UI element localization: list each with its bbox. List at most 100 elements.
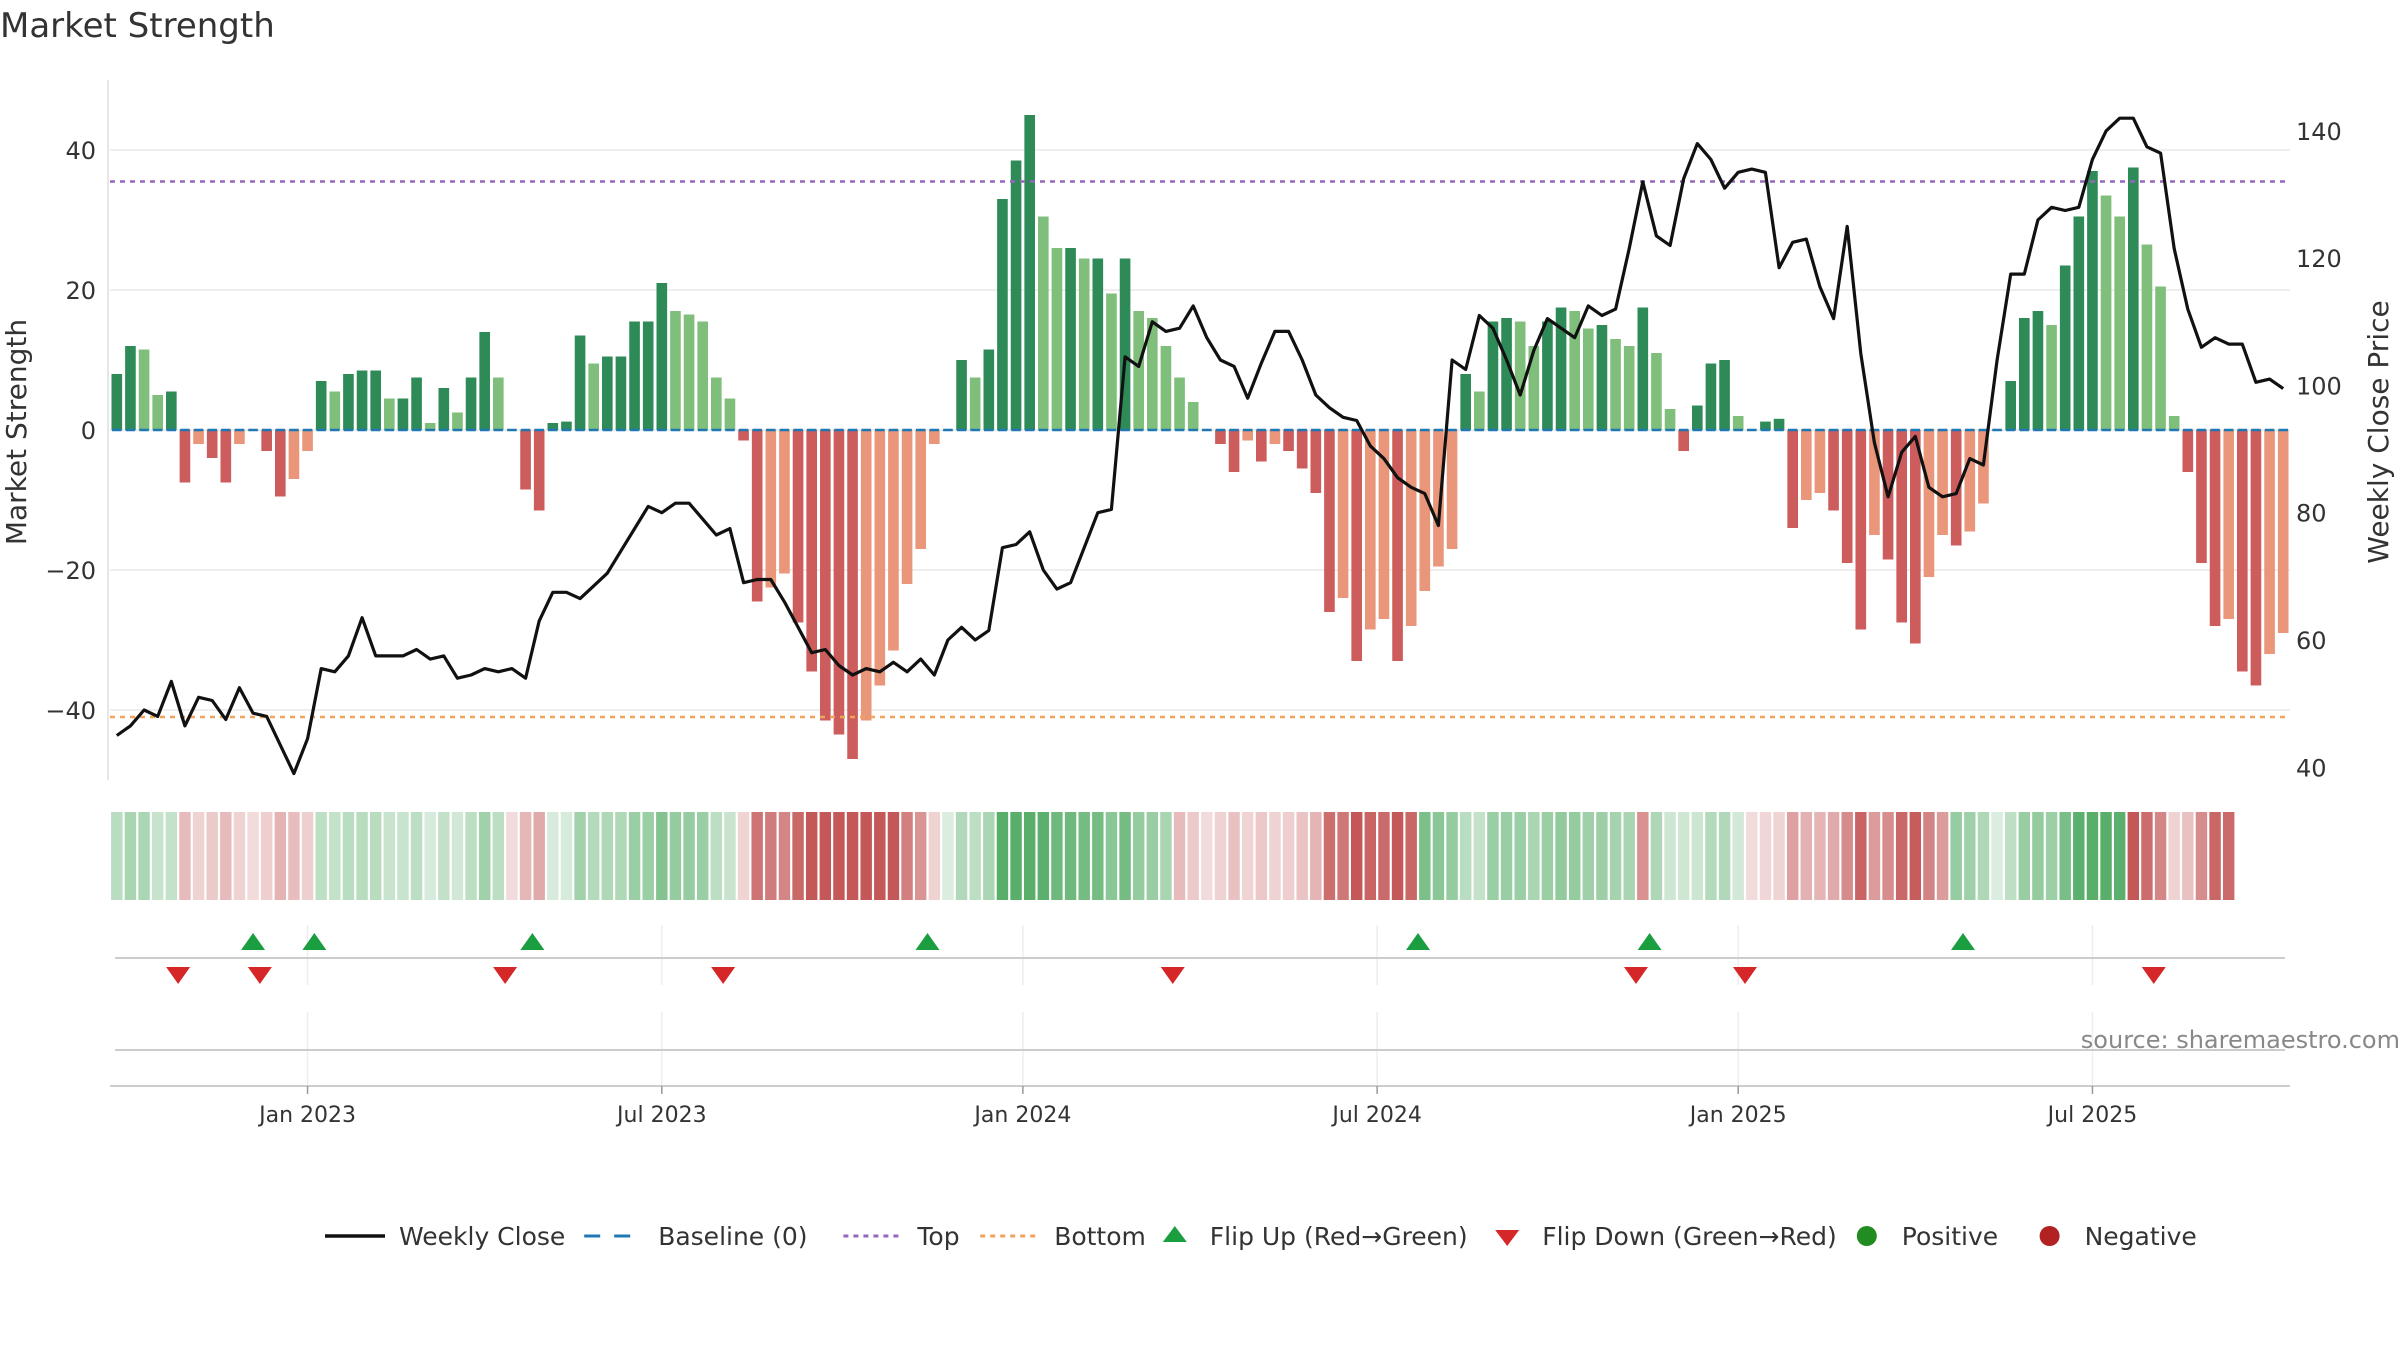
trend-strip-cell xyxy=(1269,812,1281,900)
trend-strip-cell xyxy=(151,812,164,900)
strength-bar xyxy=(792,430,804,623)
trend-strip-cell xyxy=(628,812,641,900)
trend-strip-cell xyxy=(111,812,123,900)
trend-strip-cell xyxy=(2032,812,2044,900)
strength-bar xyxy=(2032,311,2044,430)
trend-strip-cell xyxy=(1459,812,1472,900)
trend-strip-cell xyxy=(683,812,695,900)
strength-bar xyxy=(1024,115,1036,430)
strength-bar xyxy=(479,332,491,430)
strength-bar xyxy=(1051,248,1063,430)
strength-bar xyxy=(2250,430,2262,686)
strength-bar xyxy=(2182,430,2194,472)
strength-bar xyxy=(2046,325,2057,430)
trend-strip-cell xyxy=(260,812,273,900)
trend-strip-cell xyxy=(574,812,586,900)
strength-bar xyxy=(315,381,327,430)
trend-strip-cell xyxy=(1650,812,1663,900)
strength-bar xyxy=(2073,216,2085,430)
strength-bar xyxy=(520,430,531,490)
trend-strip-cell xyxy=(1664,812,1676,900)
trend-strip-cell xyxy=(1950,812,1962,900)
strength-bar xyxy=(1160,346,1172,430)
strength-bar xyxy=(2264,430,2275,654)
x-tick-label: Jan 2024 xyxy=(972,1103,1071,1128)
trend-strip-cell xyxy=(369,812,382,900)
strength-bar xyxy=(1909,430,1921,644)
trend-strip-cell xyxy=(887,812,900,900)
trend-strip-cell xyxy=(2018,812,2031,900)
y-tick-label: −40 xyxy=(45,697,96,725)
trend-strip-cell xyxy=(792,812,804,900)
trend-strip-cell xyxy=(1555,812,1567,900)
strength-bar xyxy=(1528,346,1540,430)
strength-bar xyxy=(138,349,150,430)
trend-strip-cell xyxy=(383,812,396,900)
strength-bar xyxy=(656,283,668,430)
strength-bar xyxy=(2100,195,2112,430)
strength-bar xyxy=(206,430,218,458)
trend-strip-cell xyxy=(778,812,791,900)
strength-bar xyxy=(1337,430,1349,598)
strength-bar xyxy=(1841,430,1853,563)
trend-strip-cell xyxy=(1119,812,1131,900)
flip-down-marker xyxy=(1160,967,1185,984)
flip-up-marker xyxy=(520,933,545,950)
strength-bar xyxy=(1732,416,1744,430)
strength-bar xyxy=(1228,430,1240,472)
trend-strip-cell xyxy=(1487,812,1499,900)
x-tick-label: Jan 2025 xyxy=(1688,1103,1787,1128)
strength-bar xyxy=(1978,430,1989,504)
trend-strip-cell xyxy=(1146,812,1159,900)
flip-down-marker xyxy=(166,967,191,984)
trend-strip-cell xyxy=(1773,812,1785,900)
strength-bar xyxy=(779,430,790,574)
trend-strip-cell xyxy=(274,812,287,900)
strength-bar xyxy=(1719,360,1730,430)
strength-bar xyxy=(179,430,191,483)
flip-down-marker xyxy=(2141,967,2166,984)
trend-strip-cell xyxy=(1514,812,1526,900)
strength-bar xyxy=(601,356,613,430)
flip-up-marker xyxy=(1406,933,1430,950)
flip-up-marker xyxy=(302,933,327,950)
strength-bar xyxy=(288,430,300,479)
strength-bar xyxy=(1460,374,1472,430)
trend-strip-cell xyxy=(1528,812,1540,900)
strength-bar xyxy=(1133,311,1145,430)
trend-strip-cell xyxy=(1759,812,1772,900)
y2-tick-label: 120 xyxy=(2296,245,2342,273)
strength-bar xyxy=(302,430,313,451)
strength-bar xyxy=(1760,421,1771,430)
trend-strip-cell xyxy=(724,812,736,900)
flip-down-marker xyxy=(1624,967,1648,984)
trend-strip-cell xyxy=(1255,812,1268,900)
strength-bar xyxy=(152,395,164,430)
x-tick-label: Jul 2024 xyxy=(1330,1103,1422,1128)
strength-bar xyxy=(956,360,967,430)
trend-strip-cell xyxy=(1977,812,1990,900)
main-panel: −40 −20 0 20 40 40 60 80 100 120 140 xyxy=(45,80,2342,782)
x-tick-label: Jan 2023 xyxy=(257,1103,356,1128)
trend-strip-cell xyxy=(1814,812,1826,900)
strength-bar xyxy=(724,398,736,430)
trend-strip-cell xyxy=(901,812,913,900)
trend-strip-cell xyxy=(1241,812,1254,900)
strength-bar xyxy=(1296,430,1308,469)
strength-bar xyxy=(2127,167,2139,430)
trend-strip-cell xyxy=(1841,812,1853,900)
flip-up-marker xyxy=(241,933,266,950)
trend-strip-panel xyxy=(111,812,2235,900)
trend-strip-cell xyxy=(124,812,137,900)
strength-bar xyxy=(751,430,763,602)
trend-strip-cell xyxy=(1064,812,1077,900)
trend-strip-cell xyxy=(860,812,872,900)
strength-bar xyxy=(1433,430,1444,567)
strength-bar xyxy=(710,377,722,430)
trend-strip-cell xyxy=(165,812,178,900)
trend-strip-cell xyxy=(1160,812,1172,900)
trend-strip-cell xyxy=(1718,812,1731,900)
trend-strip-cell xyxy=(492,812,505,900)
strength-bar xyxy=(629,321,640,430)
